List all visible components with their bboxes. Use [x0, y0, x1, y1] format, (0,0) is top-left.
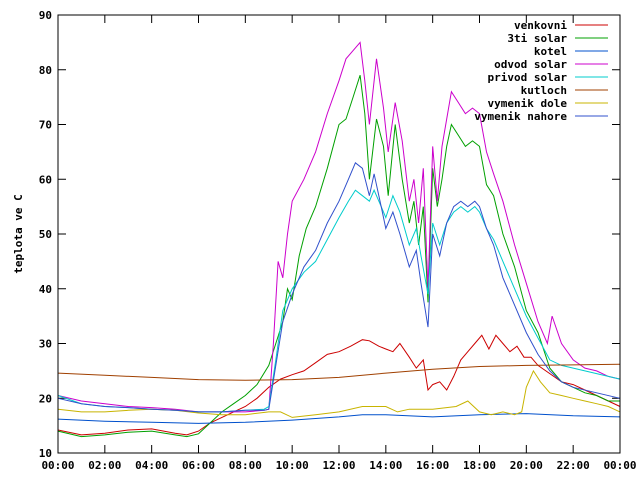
x-axis-ticks: 00:00 02:00 04:00 06:00 08:00 10:00 12:00 14:00… — [41, 15, 637, 472]
x-tick-label: 20:00 — [510, 459, 543, 472]
x-tick-label: 00:00 — [41, 459, 74, 472]
y-tick-label: 20 — [39, 392, 52, 405]
series-line-5 — [57, 188, 621, 413]
plot-border — [57, 14, 621, 454]
y-tick-label: 60 — [39, 173, 52, 186]
legend-label: venkovni — [514, 19, 567, 32]
series-lines — [57, 41, 621, 438]
y-tick-label: 90 — [39, 9, 52, 22]
y-tick-label: 70 — [39, 119, 52, 132]
y-tick-label: 10 — [39, 447, 52, 460]
y-tick-label: 50 — [39, 228, 52, 241]
x-tick-label: 10:00 — [276, 459, 309, 472]
x-tick-label: 18:00 — [463, 459, 496, 472]
series-line-2 — [57, 75, 620, 438]
x-tick-label: 16:00 — [416, 459, 449, 472]
x-tick-label: 04:00 — [135, 459, 168, 472]
y-tick-label: 80 — [39, 64, 52, 77]
x-tick-label: 08:00 — [229, 459, 262, 472]
x-tick-label: 12:00 — [322, 459, 355, 472]
x-tick-label: 06:00 — [182, 459, 215, 472]
y-axis-ticks: 10 20 30 40 50 60 70 80 90 — [39, 9, 620, 460]
legend-label: 3ti solar — [507, 32, 567, 45]
x-tick-label: 14:00 — [369, 459, 402, 472]
legend-label: vymenik nahore — [474, 110, 567, 123]
y-tick-label: 40 — [39, 283, 52, 296]
series-line-8 — [57, 162, 621, 413]
legend-label: privod solar — [488, 71, 568, 84]
series-line-6 — [57, 363, 621, 381]
series-line-1 — [57, 334, 621, 436]
x-tick-label: 22:00 — [557, 459, 590, 472]
y-tick-label: 30 — [39, 338, 52, 351]
series-line-7 — [57, 369, 621, 418]
x-tick-label: 02:00 — [88, 459, 121, 472]
legend-label: odvod solar — [494, 58, 567, 71]
legend-label: kutloch — [521, 84, 567, 97]
x-tick-label: 00:00 — [603, 459, 636, 472]
series-line-3 — [57, 413, 621, 424]
legend-label: kotel — [534, 45, 567, 58]
legend-label: vymenik dole — [488, 97, 568, 110]
y-axis-label: teplota ve C — [12, 194, 25, 273]
